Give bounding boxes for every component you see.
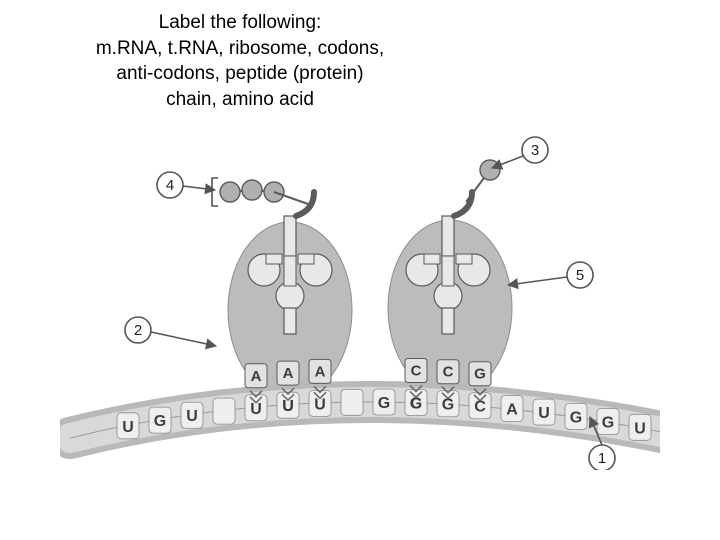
amino-acid bbox=[220, 182, 240, 202]
callout-leader bbox=[151, 332, 216, 346]
diagram-svg: UGUUGCAUGGUAUAUAUCGCGGC12345 bbox=[60, 130, 660, 470]
callout-number: 3 bbox=[531, 142, 539, 159]
callout-number: 1 bbox=[598, 450, 606, 467]
codon-letter: U bbox=[250, 401, 262, 418]
anticodon-letter: A bbox=[283, 365, 294, 382]
mrna-base-letter: U bbox=[538, 405, 550, 422]
peptide-bracket bbox=[212, 178, 218, 206]
translation-diagram: UGUUGCAUGGUAUAUAUCGCGGC12345 bbox=[60, 130, 660, 470]
callout-number: 2 bbox=[134, 322, 142, 339]
mrna-base-letter: G bbox=[602, 414, 614, 431]
mrna-base-letter: G bbox=[378, 395, 390, 412]
callout-leader bbox=[183, 186, 215, 190]
callout-number: 5 bbox=[576, 267, 584, 284]
callout-leader bbox=[508, 277, 567, 285]
anticodon-letter: C bbox=[411, 362, 422, 379]
amino-acid bbox=[480, 160, 500, 180]
anticodon-letter: A bbox=[315, 363, 326, 380]
mrna-base-letter: U bbox=[122, 419, 134, 436]
mrna-base-letter: U bbox=[186, 408, 198, 425]
codon-letter: U bbox=[314, 396, 326, 413]
anticodon-letter: C bbox=[443, 364, 454, 381]
amino-acid bbox=[242, 180, 262, 200]
mrna-base-letter: G bbox=[154, 413, 166, 430]
mrna-base-tile bbox=[341, 389, 363, 415]
mrna-base-letter: U bbox=[634, 420, 646, 437]
callout-number: 4 bbox=[166, 177, 174, 194]
mrna-base-tile bbox=[213, 398, 235, 424]
anticodon-letter: A bbox=[251, 368, 262, 385]
mrna-base-letter: G bbox=[570, 409, 582, 426]
codon-letter: G bbox=[410, 395, 422, 412]
mrna-base-letter: A bbox=[506, 402, 518, 419]
codon-letter: G bbox=[442, 397, 454, 414]
codon-letter: C bbox=[474, 399, 486, 416]
instruction-title: Label the following:m.RNA, t.RNA, riboso… bbox=[90, 10, 390, 113]
anticodon-letter: G bbox=[474, 366, 486, 383]
codon-letter: U bbox=[282, 398, 294, 415]
